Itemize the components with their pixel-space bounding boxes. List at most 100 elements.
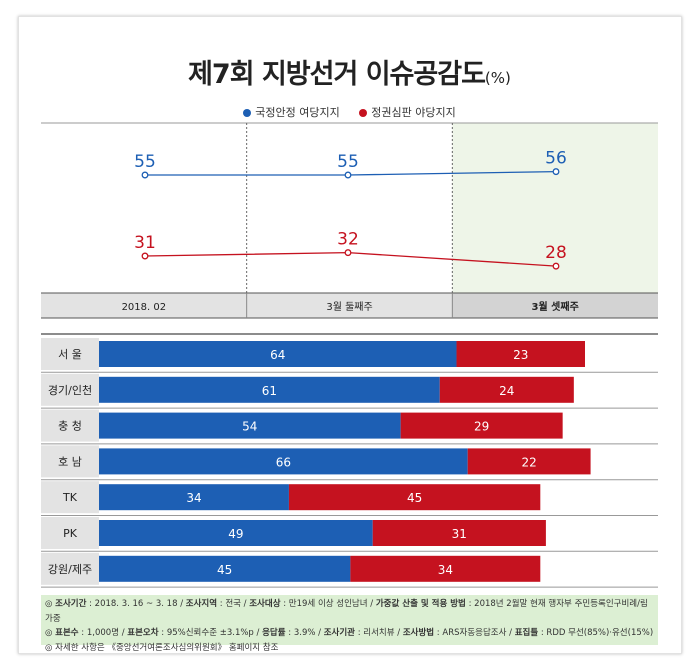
bar-value-label: 45: [407, 491, 422, 505]
title-unit: (%): [484, 69, 511, 87]
row-label: 호 남: [58, 455, 82, 468]
data-label: 55: [337, 152, 359, 172]
legend-item-ruling: 국정안정 여당지지: [243, 104, 340, 120]
bar-segment-ruling: [99, 520, 373, 546]
footnote-value: : RDD 무선(85%)·유선(15%): [538, 628, 654, 638]
legend-label-ruling: 국정안정 여당지지: [255, 106, 340, 119]
footnote-bullet: ◎: [45, 628, 56, 638]
footnote-key: 조사지역: [185, 599, 218, 609]
bar-value-label: 64: [270, 348, 285, 362]
bar-value-label: 34: [438, 563, 453, 577]
bar-segment-opposition: [372, 520, 546, 546]
data-point: [552, 262, 560, 270]
footnote-line-1: ◎ 조사기간 : 2018. 3. 16 ~ 3. 18 / 조사지역 : 전국…: [45, 597, 654, 626]
data-label: 32: [337, 230, 359, 250]
footnote-value: : 3.9% /: [285, 628, 324, 638]
bar-value-label: 23: [513, 348, 528, 362]
footnote-value: 자세한 사항은 《중앙선거여론조사심의위원회》 홈페이지 참조: [55, 642, 279, 653]
footnote-key: 표집틀: [514, 628, 539, 638]
data-label: 31: [134, 233, 156, 253]
bar-value-label: 49: [228, 527, 243, 541]
bar-value-label: 34: [186, 491, 201, 505]
footnote-value: : 95%신뢰수준 ±3.1%p /: [158, 628, 263, 638]
row-label: TK: [62, 491, 78, 504]
footnote: ◎ 조사기간 : 2018. 3. 16 ~ 3. 18 / 조사지역 : 전국…: [41, 595, 658, 653]
footnote-value: : 2018년 2월말 현재 행자부 주민등록인구비례/림가중: [45, 599, 648, 624]
footnote-key: 응답률: [262, 628, 286, 638]
bar-value-label: 66: [276, 455, 291, 469]
bar-segment-ruling: [99, 412, 401, 439]
category-band-highlight: [452, 293, 658, 318]
data-point: [141, 252, 149, 260]
chart-title: 제7회 지방선거 이슈공감도(%): [0, 52, 699, 91]
footnote-key: 조사기관: [323, 628, 355, 638]
row-label-bg: [41, 517, 99, 549]
legend-swatch-red: [359, 109, 368, 117]
row-label: 충 청: [58, 420, 82, 433]
bar-segment-ruling: [99, 555, 351, 582]
legend-label-opposition: 정권심판 야당지지: [371, 106, 456, 119]
data-label: 28: [545, 243, 567, 263]
footnote-key: 표본수: [55, 628, 79, 638]
footnote-key: 가중값 산출 및 적용 방법: [375, 599, 466, 609]
bar-segment-ruling: [99, 448, 468, 475]
footnote-value: : 전국 /: [217, 599, 250, 609]
data-point: [344, 249, 352, 257]
legend: 국정안정 여당지지 정권심판 야당지지: [0, 104, 699, 120]
bar-value-label: 29: [474, 420, 489, 434]
bar-value-label: 31: [452, 527, 467, 541]
bar-segment-opposition: [467, 448, 591, 475]
bar-segment-ruling: [99, 376, 440, 403]
row-label-bg: [41, 409, 99, 442]
footnote-line-2: ◎ 표본수 : 1,000명 / 표본오차 : 95%신뢰수준 ±3.1%p /…: [45, 626, 654, 641]
bar-segment-opposition: [456, 341, 585, 367]
footnote-value: : 1,000명 /: [78, 628, 128, 638]
row-label-bg: [41, 552, 99, 585]
bar-segment-opposition: [439, 376, 574, 403]
row-label: PK: [63, 527, 78, 540]
highlight-column: [452, 123, 658, 318]
bar-value-label: 24: [499, 384, 514, 398]
bar-value-label: 45: [217, 563, 232, 577]
bar-chart: 서 울 64 23 경기/인천 61 24 충 청 54 29 호 남 66 22 TK 34 45 PK 49…: [41, 333, 658, 588]
bar-segment-ruling: [99, 484, 289, 511]
bar-segment-opposition: [400, 412, 563, 439]
bar-segment-opposition: [288, 484, 541, 511]
footnote-line-3: ◎ 자세한 사항은 《중앙선거여론조사심의위원회》 홈페이지 참조: [45, 641, 654, 656]
x-tick-label: 3월 둘째주: [326, 301, 372, 313]
data-label: 55: [134, 152, 156, 172]
row-label-bg: [41, 338, 99, 370]
bar-segment-ruling: [99, 341, 457, 367]
data-point: [344, 171, 352, 179]
x-tick-label: 3월 셋째주: [532, 300, 579, 313]
title-text: 제7회 지방선거 이슈공감도: [188, 59, 486, 90]
footnote-value: : 만19세 이상 성인남녀 /: [280, 599, 376, 609]
footnote-value: : 리서치뷰 /: [355, 628, 403, 638]
footnote-bullet: ◎: [45, 599, 56, 609]
footnote-bullet: ◎: [45, 642, 56, 653]
line-chart: 2018. 02 3월 둘째주 3월 셋째주 55 55 56 31 32 28: [41, 122, 658, 319]
footnote-value: : 2018. 3. 16 ~ 3. 18 /: [86, 599, 186, 609]
legend-swatch-blue: [243, 109, 252, 117]
footnote-key: 조사방법: [402, 628, 435, 638]
footnote-key: 표본오차: [127, 628, 159, 638]
data-point: [552, 168, 560, 176]
footnote-key: 조사기간: [55, 599, 87, 609]
bar-value-label: 22: [521, 455, 536, 469]
row-label: 강원/제주: [48, 563, 92, 576]
bar-value-label: 61: [262, 384, 277, 398]
row-label-bg: [41, 481, 99, 514]
legend-item-opposition: 정권심판 야당지지: [359, 104, 456, 120]
bar-value-label: 54: [242, 420, 257, 434]
data-label: 56: [545, 149, 567, 169]
footnote-value: : ARS자동응답조사 /: [434, 628, 515, 638]
row-label-bg: [41, 373, 99, 406]
footnote-key: 조사대상: [249, 599, 281, 609]
data-point: [141, 171, 149, 179]
x-tick-label: 2018. 02: [122, 302, 167, 313]
infographic-frame: [18, 16, 682, 654]
row-label: 서 울: [58, 348, 82, 361]
row-label: 경기/인천: [48, 383, 92, 397]
row-label-bg: [41, 445, 99, 478]
bar-segment-opposition: [350, 555, 541, 582]
